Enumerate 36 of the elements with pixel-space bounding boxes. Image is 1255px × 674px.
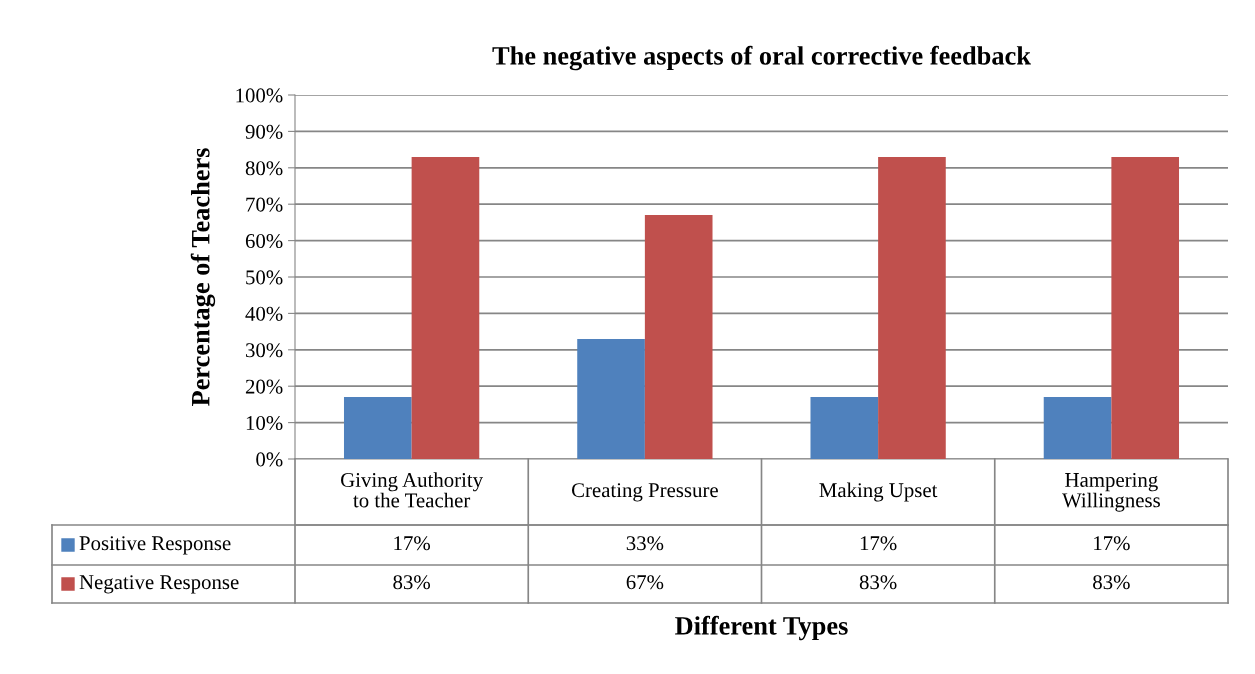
legend-label: Positive Response: [79, 536, 231, 555]
x-tick-label: Giving Authority to the Teacher: [341, 472, 484, 508]
x-axis-title: Different Types: [675, 615, 848, 641]
bar: [577, 338, 645, 459]
chart-title: The negative aspects of oral corrective feedback: [492, 45, 1031, 71]
data-label: 83%: [393, 575, 431, 590]
bar: [644, 215, 713, 459]
y-tick-label: 0%: [256, 452, 283, 467]
y-tick-label: 30%: [246, 343, 283, 358]
bar: [1111, 156, 1180, 459]
y-axis-title: Percentage of Teachers: [190, 148, 216, 407]
x-tick-label: Hampering Willingness: [1062, 472, 1160, 512]
data-label: 17%: [860, 536, 897, 551]
y-tick-label: 80%: [245, 161, 283, 176]
y-tick-label: 50%: [246, 270, 283, 285]
data-label: 67%: [626, 575, 664, 590]
y-tick-label: 10%: [246, 415, 283, 431]
bar: [1043, 397, 1112, 459]
bar: [411, 156, 480, 459]
y-tick-label: 70%: [246, 197, 283, 212]
y-tick-label: 40%: [245, 306, 283, 321]
bar: [878, 156, 946, 459]
x-tick-label: Making Upset: [819, 482, 938, 502]
y-tick-label: 60%: [245, 233, 283, 249]
data-label: 17%: [394, 536, 431, 551]
legend-label: Negative Response: [79, 575, 239, 594]
data-label: 83%: [859, 575, 897, 590]
data-label: 33%: [626, 536, 664, 551]
bar: [810, 397, 879, 459]
y-tick-label: 90%: [245, 124, 283, 139]
bar: [343, 397, 412, 459]
data-label: 83%: [1093, 575, 1130, 590]
data-label: 17%: [1094, 536, 1130, 551]
y-tick-label: 100%: [236, 88, 283, 103]
y-tick-label: 20%: [245, 379, 283, 394]
x-tick-label: Creating Pressure: [571, 483, 718, 502]
